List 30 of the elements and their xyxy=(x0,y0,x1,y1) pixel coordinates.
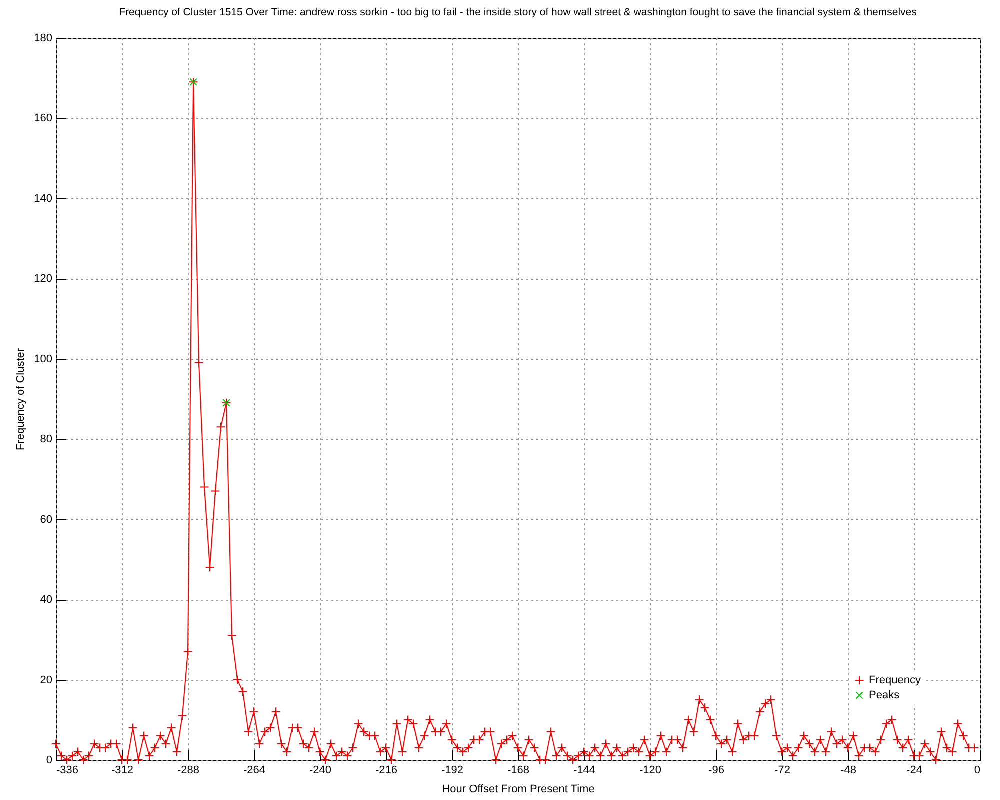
y-tick-label: 160 xyxy=(34,112,52,125)
x-tick-label: -288 xyxy=(177,764,200,776)
y-tick-label: 180 xyxy=(34,32,52,44)
x-tick-label: -240 xyxy=(309,764,332,776)
x-tick-label: -216 xyxy=(375,764,398,776)
y-tick-label: 20 xyxy=(40,674,52,686)
x-tick-label: -336 xyxy=(56,764,79,776)
x-axis-title: Hour Offset From Present Time xyxy=(442,784,595,796)
x-tick-label: 0 xyxy=(974,764,980,776)
y-tick-label: 100 xyxy=(34,353,52,366)
chart-title: Frequency of Cluster 1515 Over Time: andrew ross sorkin - too big to fail - the inside story of how wall street & washington fought to save the financial system & themselves xyxy=(119,6,917,18)
x-tick-label: -96 xyxy=(708,764,724,776)
y-tick-label: 40 xyxy=(40,594,52,606)
y-tick-label: 120 xyxy=(34,273,52,286)
x-tick-label: -168 xyxy=(507,764,530,776)
y-tick-label: 140 xyxy=(34,192,52,205)
x-tick-label: -48 xyxy=(840,764,856,776)
x-tick-label: -72 xyxy=(774,764,790,776)
y-axis-title: Frequency of Cluster xyxy=(15,348,28,451)
x-tick-label: -24 xyxy=(906,764,922,776)
legend-label: Peaks xyxy=(869,690,900,702)
y-tick-label: 0 xyxy=(46,754,52,766)
x-tick-label: -120 xyxy=(639,764,662,776)
x-tick-label: -264 xyxy=(243,764,266,776)
x-tick-label: -144 xyxy=(573,764,596,776)
x-tick-label: -192 xyxy=(441,764,464,776)
y-tick-label: 60 xyxy=(40,514,52,526)
x-tick-label: -312 xyxy=(111,764,134,776)
y-tick-label: 80 xyxy=(40,434,52,446)
legend-label: Frequency xyxy=(869,674,922,686)
